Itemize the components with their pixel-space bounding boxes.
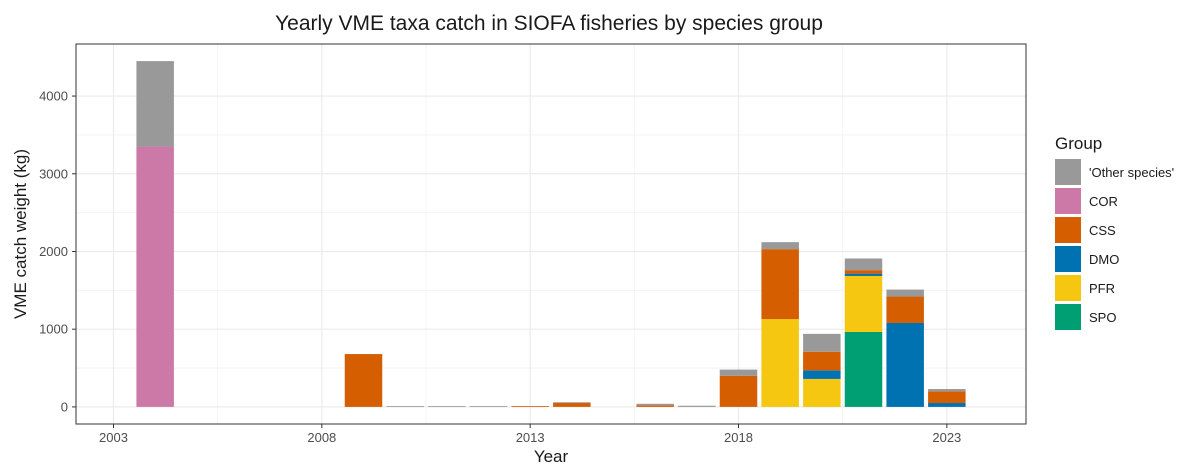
x-tick-label: 2018 (724, 430, 753, 445)
legend: Group 'Other species' COR CSS DMO PFR SPO (1055, 134, 1174, 330)
bar-2020-css (803, 351, 841, 371)
legend-label-pfr: PFR (1089, 281, 1115, 296)
legend-title: Group (1055, 134, 1102, 153)
y-tick-label: 1000 (39, 322, 68, 337)
bar-2010-other-species (386, 406, 424, 407)
y-tick-label: 2000 (39, 244, 68, 259)
bar-2009-css (344, 354, 383, 407)
bar-2014-other-species (553, 402, 591, 404)
bar-2022-other-species (886, 289, 924, 297)
legend-swatch-other-species (1055, 159, 1081, 185)
bar-2019-other-species (761, 242, 799, 250)
legend-swatch-spo (1055, 304, 1081, 330)
y-tick-label: 4000 (39, 89, 68, 104)
bar-2004-other-species (136, 61, 174, 147)
bar-2020-dmo (803, 370, 841, 379)
y-axis-title: VME catch weight (kg) (11, 149, 30, 319)
bar-2023-dmo (928, 403, 966, 407)
bar-2016-other-species (636, 403, 674, 406)
bar-2023-css (928, 391, 966, 404)
bar-2014-css (553, 403, 591, 407)
bar-2013-css (511, 406, 549, 407)
bar-2018-other-species (719, 369, 758, 376)
bar-2021-spo (844, 331, 883, 407)
bar-2019-css (761, 249, 799, 320)
legend-swatch-css (1055, 217, 1081, 243)
x-tick-label: 2013 (516, 430, 545, 445)
bar-2017-other-species (678, 405, 716, 407)
bars (136, 61, 966, 407)
bar-2021-other-species (844, 258, 883, 271)
x-axis-title: Year (534, 447, 569, 464)
bar-2018-css (719, 375, 758, 407)
y-tick-label: 3000 (39, 166, 68, 181)
legend-swatch-cor (1055, 188, 1081, 214)
legend-label-spo: SPO (1089, 310, 1116, 325)
y-axis-ticks: 0 1000 2000 3000 4000 (39, 89, 76, 414)
bar-2022-css (886, 296, 924, 323)
bar-2020-pfr (803, 378, 841, 407)
x-tick-label: 2023 (932, 430, 961, 445)
bar-2020-other-species (803, 333, 841, 352)
legend-label-cor: COR (1089, 194, 1118, 209)
legend-label-other-species: 'Other species' (1089, 165, 1174, 180)
x-axis-ticks: 2003 2008 2013 2018 2023 (99, 424, 961, 445)
legend-swatch-dmo (1055, 246, 1081, 272)
bar-2021-pfr (844, 275, 883, 332)
x-tick-label: 2008 (307, 430, 336, 445)
bar-2011-other-species (428, 406, 466, 407)
plot-border (75, 43, 1027, 425)
bar-2021-css (844, 270, 883, 274)
bar-2016-css (636, 405, 674, 407)
legend-label-dmo: DMO (1089, 252, 1119, 267)
plot-background (76, 44, 1026, 424)
legend-label-css: CSS (1089, 223, 1116, 238)
legend-swatch-pfr (1055, 275, 1081, 301)
x-tick-label: 2003 (99, 430, 128, 445)
bar-2004-cor (136, 146, 174, 407)
bar-2022-dmo (886, 322, 924, 407)
y-tick-label: 0 (61, 399, 68, 414)
bar-2021-dmo (844, 273, 883, 276)
bar-2023-other-species (928, 389, 966, 392)
bar-2019-pfr (761, 319, 799, 407)
bar-2012-other-species (469, 406, 508, 407)
chart-title: Yearly VME taxa catch in SIOFA fisheries… (275, 12, 823, 35)
